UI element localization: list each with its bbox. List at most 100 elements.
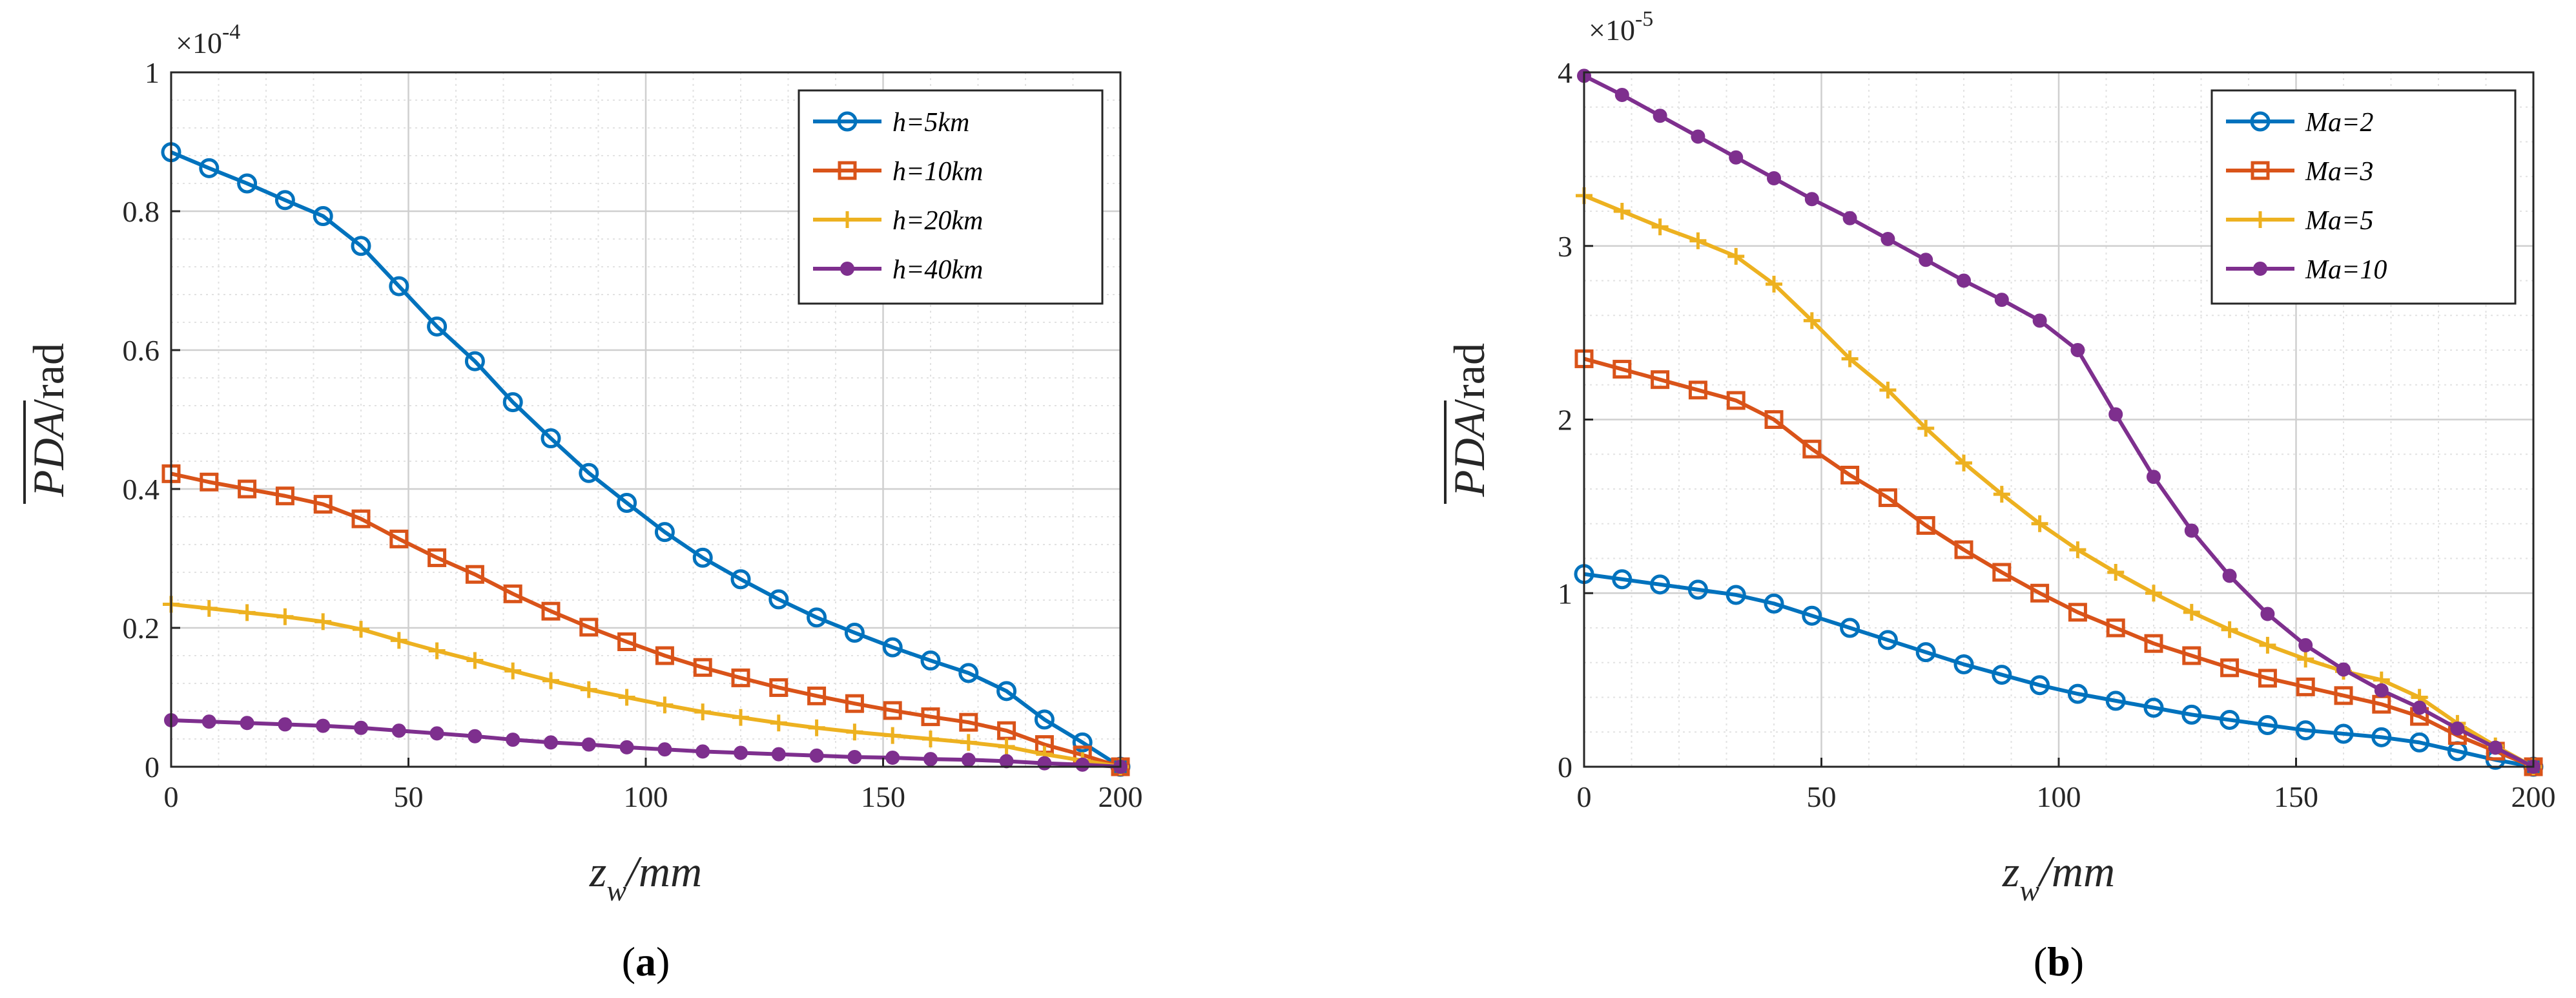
legend-item: Ma=2: [2226, 108, 2373, 138]
data-point: [1992, 665, 2012, 685]
legend-label: Ma=3: [2305, 157, 2373, 187]
data-point: [1727, 247, 1745, 265]
data-point: [1879, 381, 1897, 399]
data-point: [618, 689, 635, 706]
data-point: [882, 637, 903, 658]
data-point: [694, 703, 712, 721]
data-point: [2488, 740, 2503, 755]
data-point: [844, 623, 865, 643]
data-point: [1804, 192, 1819, 207]
y-tick-label: 2: [1558, 404, 1572, 437]
legend-item: Ma=5: [2226, 206, 2373, 236]
data-point: [2409, 732, 2430, 753]
series-h=10km: [161, 464, 1130, 776]
data-point: [999, 754, 1014, 769]
data-point: [581, 737, 596, 752]
legend-swatch-marker: [2253, 262, 2267, 276]
svg-text:PDA/rad: PDA/rad: [24, 343, 73, 497]
data-point: [429, 726, 444, 741]
data-point: [390, 632, 407, 649]
data-point: [2069, 541, 2087, 559]
data-point: [2336, 662, 2351, 677]
data-point: [2221, 621, 2238, 638]
data-point: [506, 733, 520, 747]
data-point: [2220, 658, 2240, 678]
y-tick-label: 3: [1558, 230, 1572, 263]
data-point: [2106, 618, 2125, 638]
ticks-b: 0 50 100 150 200 0 1 2 3 4: [1558, 56, 2556, 813]
data-point: [768, 589, 789, 610]
data-point: [921, 707, 940, 727]
y-tick-label: 0.4: [123, 473, 160, 506]
legend-label: Ma=5: [2305, 206, 2373, 236]
data-point: [2412, 700, 2427, 715]
series-line: [1583, 572, 2534, 769]
data-point: [316, 718, 331, 733]
caption-a: (a): [622, 939, 670, 984]
data-point: [200, 472, 219, 492]
y-tick-label: 0.2: [123, 612, 160, 645]
data-point: [959, 712, 978, 732]
data-point: [1994, 293, 2009, 307]
data-point: [1955, 454, 1972, 472]
data-point: [389, 276, 409, 296]
legend-swatch-marker: [2250, 111, 2271, 132]
data-point: [1034, 709, 1055, 730]
data-point: [351, 236, 371, 256]
data-point: [2374, 683, 2389, 698]
data-point: [883, 701, 902, 720]
data-point: [1767, 171, 1781, 185]
data-point: [2257, 715, 2278, 735]
data-point: [846, 723, 863, 741]
legend-item: h=10km: [813, 157, 983, 187]
data-point: [544, 735, 558, 750]
legend-label: h=5km: [892, 108, 969, 138]
y-tick-label: 0: [145, 751, 160, 784]
data-point: [1916, 515, 1935, 535]
legend-swatch-marker: [2252, 211, 2269, 228]
data-point: [657, 742, 672, 757]
data-point: [503, 584, 522, 603]
data-point: [656, 696, 674, 714]
panel-b: 0 50 100 150 200 0 1 2 3 4 ×10-5 zw/mm PDA/rad Ma…: [1444, 7, 2556, 984]
data-point: [1993, 486, 2010, 503]
data-point: [2184, 523, 2199, 538]
x-tick-label: 0: [1577, 780, 1592, 813]
data-point: [1803, 312, 1820, 329]
data-point: [240, 716, 254, 731]
series-Ma=2: [1574, 564, 2544, 777]
data-point: [692, 547, 713, 568]
data-point: [769, 678, 788, 697]
data-point: [1842, 211, 1857, 225]
data-point: [428, 548, 447, 567]
data-point: [1953, 654, 1974, 674]
data-point: [655, 646, 674, 665]
x-tick-label: 50: [1807, 780, 1837, 813]
data-point: [770, 714, 787, 732]
data-point: [2181, 704, 2202, 725]
data-point: [2067, 683, 2088, 704]
data-point: [353, 621, 369, 638]
legend-item: Ma=3: [2226, 157, 2373, 187]
data-point: [391, 723, 406, 738]
data-point: [541, 601, 561, 621]
data-point: [2296, 677, 2315, 696]
data-point: [885, 751, 900, 765]
data-point: [201, 714, 216, 729]
legend-swatch-marker: [839, 211, 856, 228]
x-tick-label: 100: [2037, 780, 2081, 813]
data-point: [1841, 350, 1859, 368]
x-tick-label: 200: [2511, 780, 2556, 813]
data-point: [2030, 583, 2050, 603]
data-point: [693, 658, 712, 677]
y-axis-label-b: PDA/rad: [1444, 343, 1494, 504]
data-point: [1992, 563, 2012, 582]
data-point: [274, 190, 295, 211]
data-point: [923, 752, 938, 767]
data-point: [354, 720, 368, 735]
ticks-a: 0 50 100 150 200 0 0.2 0.4 0.6 0.8 1: [123, 56, 1143, 813]
data-point: [2107, 564, 2125, 581]
data-point: [808, 719, 825, 736]
series-h=5km: [161, 142, 1131, 777]
data-point: [200, 599, 218, 617]
